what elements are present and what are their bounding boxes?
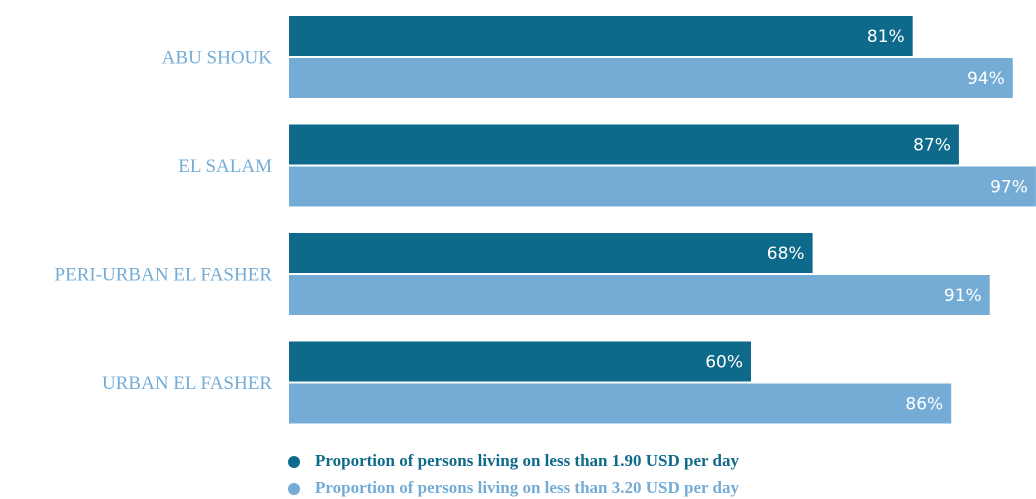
legend-marker: [288, 456, 300, 468]
value-label: 86%: [905, 395, 943, 415]
bar: [289, 341, 751, 382]
legend-marker: [288, 483, 300, 495]
category-label: URBAN EL FASHER: [102, 373, 272, 394]
bar: [289, 233, 813, 273]
legend-label: Proportion of persons living on less tha…: [315, 478, 739, 497]
value-label: 60%: [705, 353, 743, 373]
bar: [289, 166, 1036, 207]
value-label: 81%: [867, 27, 905, 47]
bar: [289, 124, 959, 165]
bar: [289, 275, 990, 315]
value-label: 91%: [944, 286, 982, 306]
value-label: 87%: [913, 136, 951, 156]
value-label: 97%: [990, 178, 1028, 198]
category-label: ABU SHOUK: [162, 47, 273, 68]
bar: [289, 58, 1013, 98]
value-label: 94%: [967, 69, 1005, 89]
category-label: EL SALAM: [178, 156, 272, 177]
bar: [289, 383, 952, 424]
legend-label: Proportion of persons living on less tha…: [315, 451, 739, 470]
bar: [289, 16, 913, 56]
category-label: PERI-URBAN EL FASHER: [55, 264, 273, 285]
value-label: 68%: [767, 244, 805, 264]
